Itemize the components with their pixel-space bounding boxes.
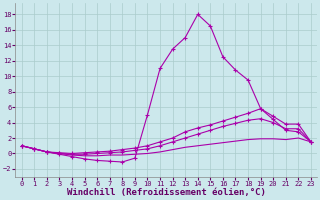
X-axis label: Windchill (Refroidissement éolien,°C): Windchill (Refroidissement éolien,°C) [67, 188, 266, 197]
